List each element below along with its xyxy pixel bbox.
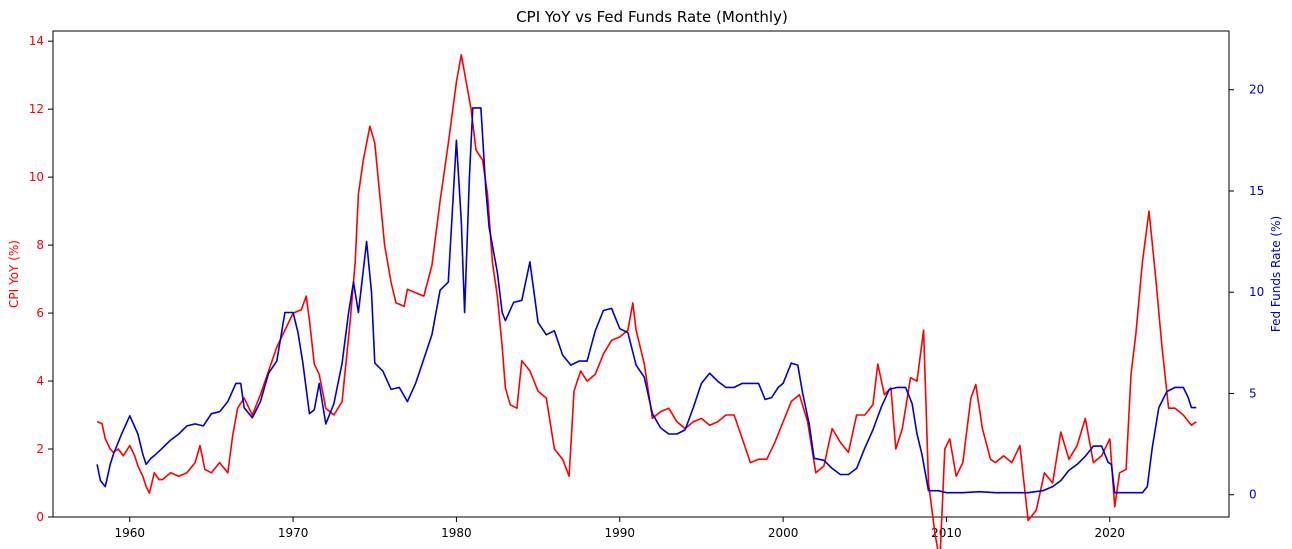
y-right-tick-label: 20	[1249, 83, 1264, 97]
series-line-cpi-yoy	[96, 54, 1197, 549]
y-left-axis: 0 2 4 6 8 10 12 14	[29, 34, 53, 524]
x-tick-label: 2010	[931, 526, 962, 540]
y-left-tick-label: 0	[36, 510, 44, 524]
y-right-tick-label: 5	[1249, 386, 1257, 400]
y-left-tick-label: 4	[36, 374, 44, 388]
x-tick-label: 1990	[604, 526, 635, 540]
x-tick-label: 1980	[441, 526, 472, 540]
series-layer	[96, 54, 1197, 549]
y-left-axis-label: CPI YoY (%)	[7, 240, 21, 308]
y-right-tick-label: 0	[1249, 488, 1257, 502]
x-tick-label: 1960	[114, 526, 145, 540]
y-left-tick-label: 6	[36, 306, 44, 320]
y-left-tick-label: 14	[29, 34, 44, 48]
plot-border	[52, 30, 1230, 518]
y-left-tick-label: 8	[36, 238, 44, 252]
plot-frame	[52, 30, 1230, 518]
y-right-axis: 0 5 10 15 20	[1229, 83, 1264, 502]
y-left-tick-label: 10	[29, 170, 44, 184]
y-right-tick-label: 15	[1249, 184, 1264, 198]
chart-title: CPI YoY vs Fed Funds Rate (Monthly)	[516, 8, 788, 26]
x-tick-label: 2000	[768, 526, 799, 540]
y-left-tick-label: 12	[29, 102, 44, 116]
y-right-axis-label: Fed Funds Rate (%)	[1269, 216, 1283, 332]
y-left-tick-label: 2	[36, 442, 44, 456]
x-axis: 1960 1970 1980 1990 2000 2010 2020	[114, 517, 1125, 540]
series-line-fed-funds-rate	[96, 107, 1197, 494]
x-tick-label: 1970	[278, 526, 309, 540]
x-tick-label: 2020	[1094, 526, 1125, 540]
y-right-tick-label: 10	[1249, 285, 1264, 299]
